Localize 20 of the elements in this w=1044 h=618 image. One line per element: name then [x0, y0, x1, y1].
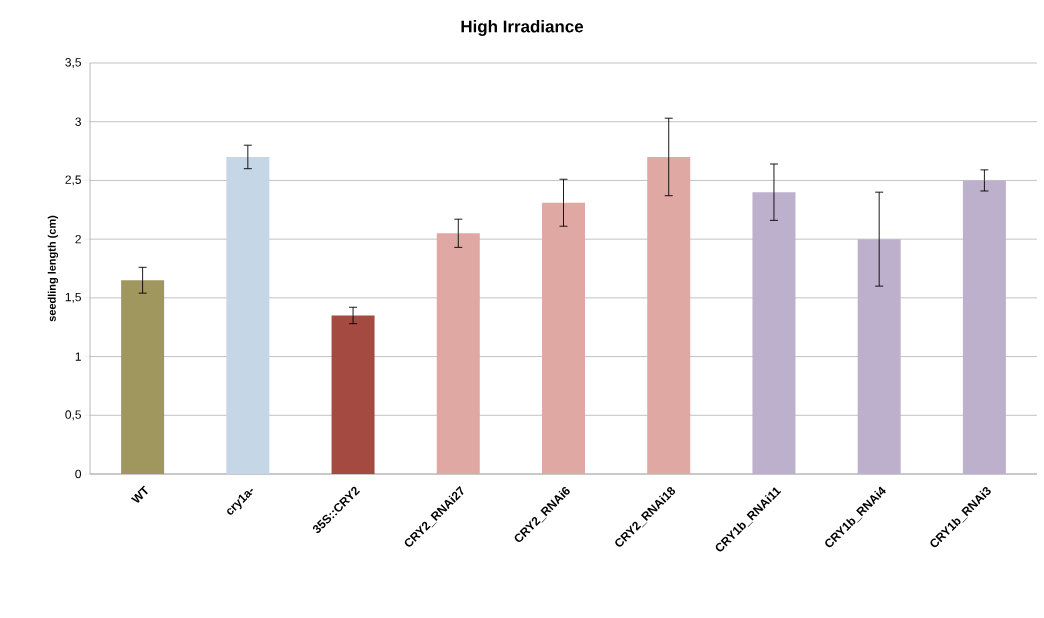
y-tick-label: 2,5 — [65, 175, 81, 186]
bar — [542, 202, 586, 474]
y-tick-label: 1 — [75, 352, 81, 361]
y-tick-label: 2 — [75, 234, 81, 244]
bar — [752, 192, 796, 474]
y-tick-label: 3 — [75, 117, 81, 126]
y-axis-title: seedling length (cm) — [47, 215, 59, 322]
y-tick-label: 0,5 — [65, 410, 81, 421]
bar — [121, 280, 165, 474]
chart-title: High Irradiance — [461, 20, 584, 36]
bar — [226, 156, 270, 474]
x-tick-label: WT — [130, 485, 148, 503]
bar — [436, 233, 480, 474]
y-tick-label: 3,5 — [65, 58, 81, 68]
bar — [647, 156, 691, 474]
y-tick-label: 1,5 — [65, 292, 81, 303]
bar — [962, 180, 1006, 474]
bar — [331, 315, 375, 474]
y-tick-label: 0 — [75, 469, 82, 479]
bar — [857, 239, 901, 474]
